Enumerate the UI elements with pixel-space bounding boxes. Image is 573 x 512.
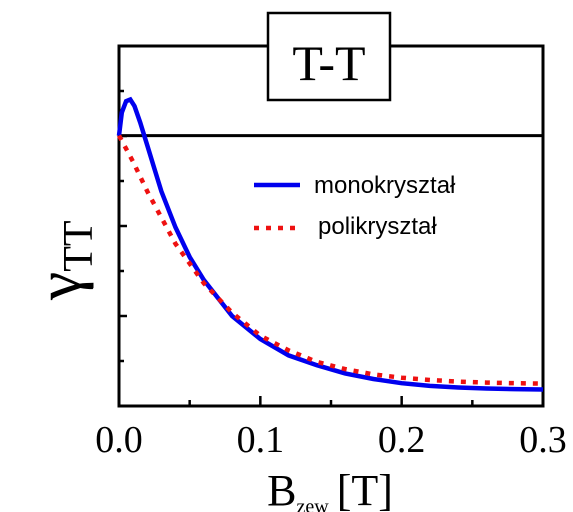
y-axis-label-main: γ [23, 272, 94, 301]
legend: monokryształ polikryształ [254, 172, 456, 240]
legend-label-polikrysztal: polikryształ [318, 213, 437, 240]
x-axis-label: Bzew [T] [267, 466, 393, 512]
series-line-polikrysztal [117, 134, 544, 386]
title-box [266, 11, 392, 102]
x-axis-label-unit: [T] [337, 466, 393, 512]
axis-ticks [117, 89, 545, 406]
series-line-monokrysztal [116, 96, 544, 392]
x-tick-label: 0.0 [95, 419, 143, 461]
legend-label-monokrysztal: monokryształ [314, 172, 456, 199]
x-axis-label-sub: zew [296, 496, 329, 512]
x-tick-labels: 0.0 0.1 0.2 0.3 [95, 419, 567, 461]
x-tick-label: 0.2 [378, 419, 426, 461]
y-axis-label: γTT [23, 220, 102, 301]
x-tick-label: 0.3 [519, 419, 567, 461]
x-tick-label: 0.1 [237, 419, 285, 461]
x-axis-label-main: B [267, 466, 296, 512]
chart-title: T-T [292, 35, 365, 91]
y-axis-label-sub: TT [56, 220, 102, 271]
